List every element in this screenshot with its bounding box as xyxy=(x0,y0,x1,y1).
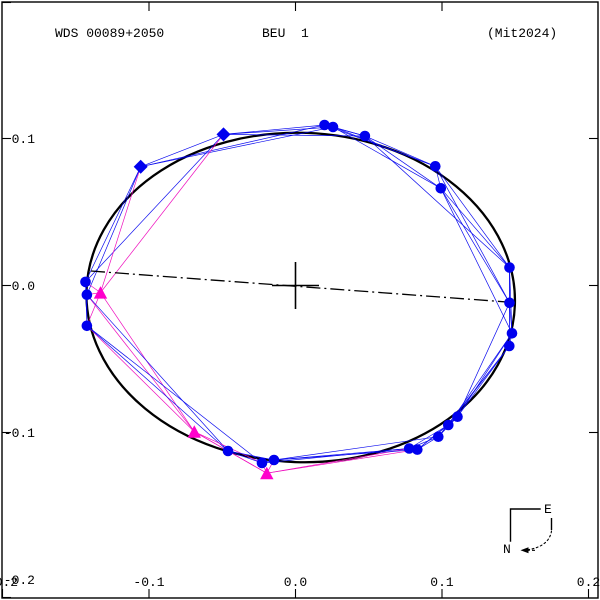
svg-text:0.0: 0.0 xyxy=(284,575,307,590)
svg-text:-0.1: -0.1 xyxy=(4,426,35,441)
svg-text:0.1: 0.1 xyxy=(430,575,454,590)
svg-text:0.1: 0.1 xyxy=(12,132,36,147)
svg-text:E: E xyxy=(544,502,552,517)
svg-text:BEU: BEU xyxy=(262,26,285,41)
svg-text:(Mit2024): (Mit2024) xyxy=(487,26,557,41)
svg-text:-0.1: -0.1 xyxy=(133,575,164,590)
svg-text:WDS 00089+2050: WDS 00089+2050 xyxy=(55,26,164,41)
svg-text:1: 1 xyxy=(301,26,309,41)
svg-text:N: N xyxy=(503,542,511,557)
svg-text:0.0: 0.0 xyxy=(12,279,35,294)
svg-text:-0.2: -0.2 xyxy=(4,573,35,588)
svg-text:0.2: 0.2 xyxy=(577,575,600,590)
